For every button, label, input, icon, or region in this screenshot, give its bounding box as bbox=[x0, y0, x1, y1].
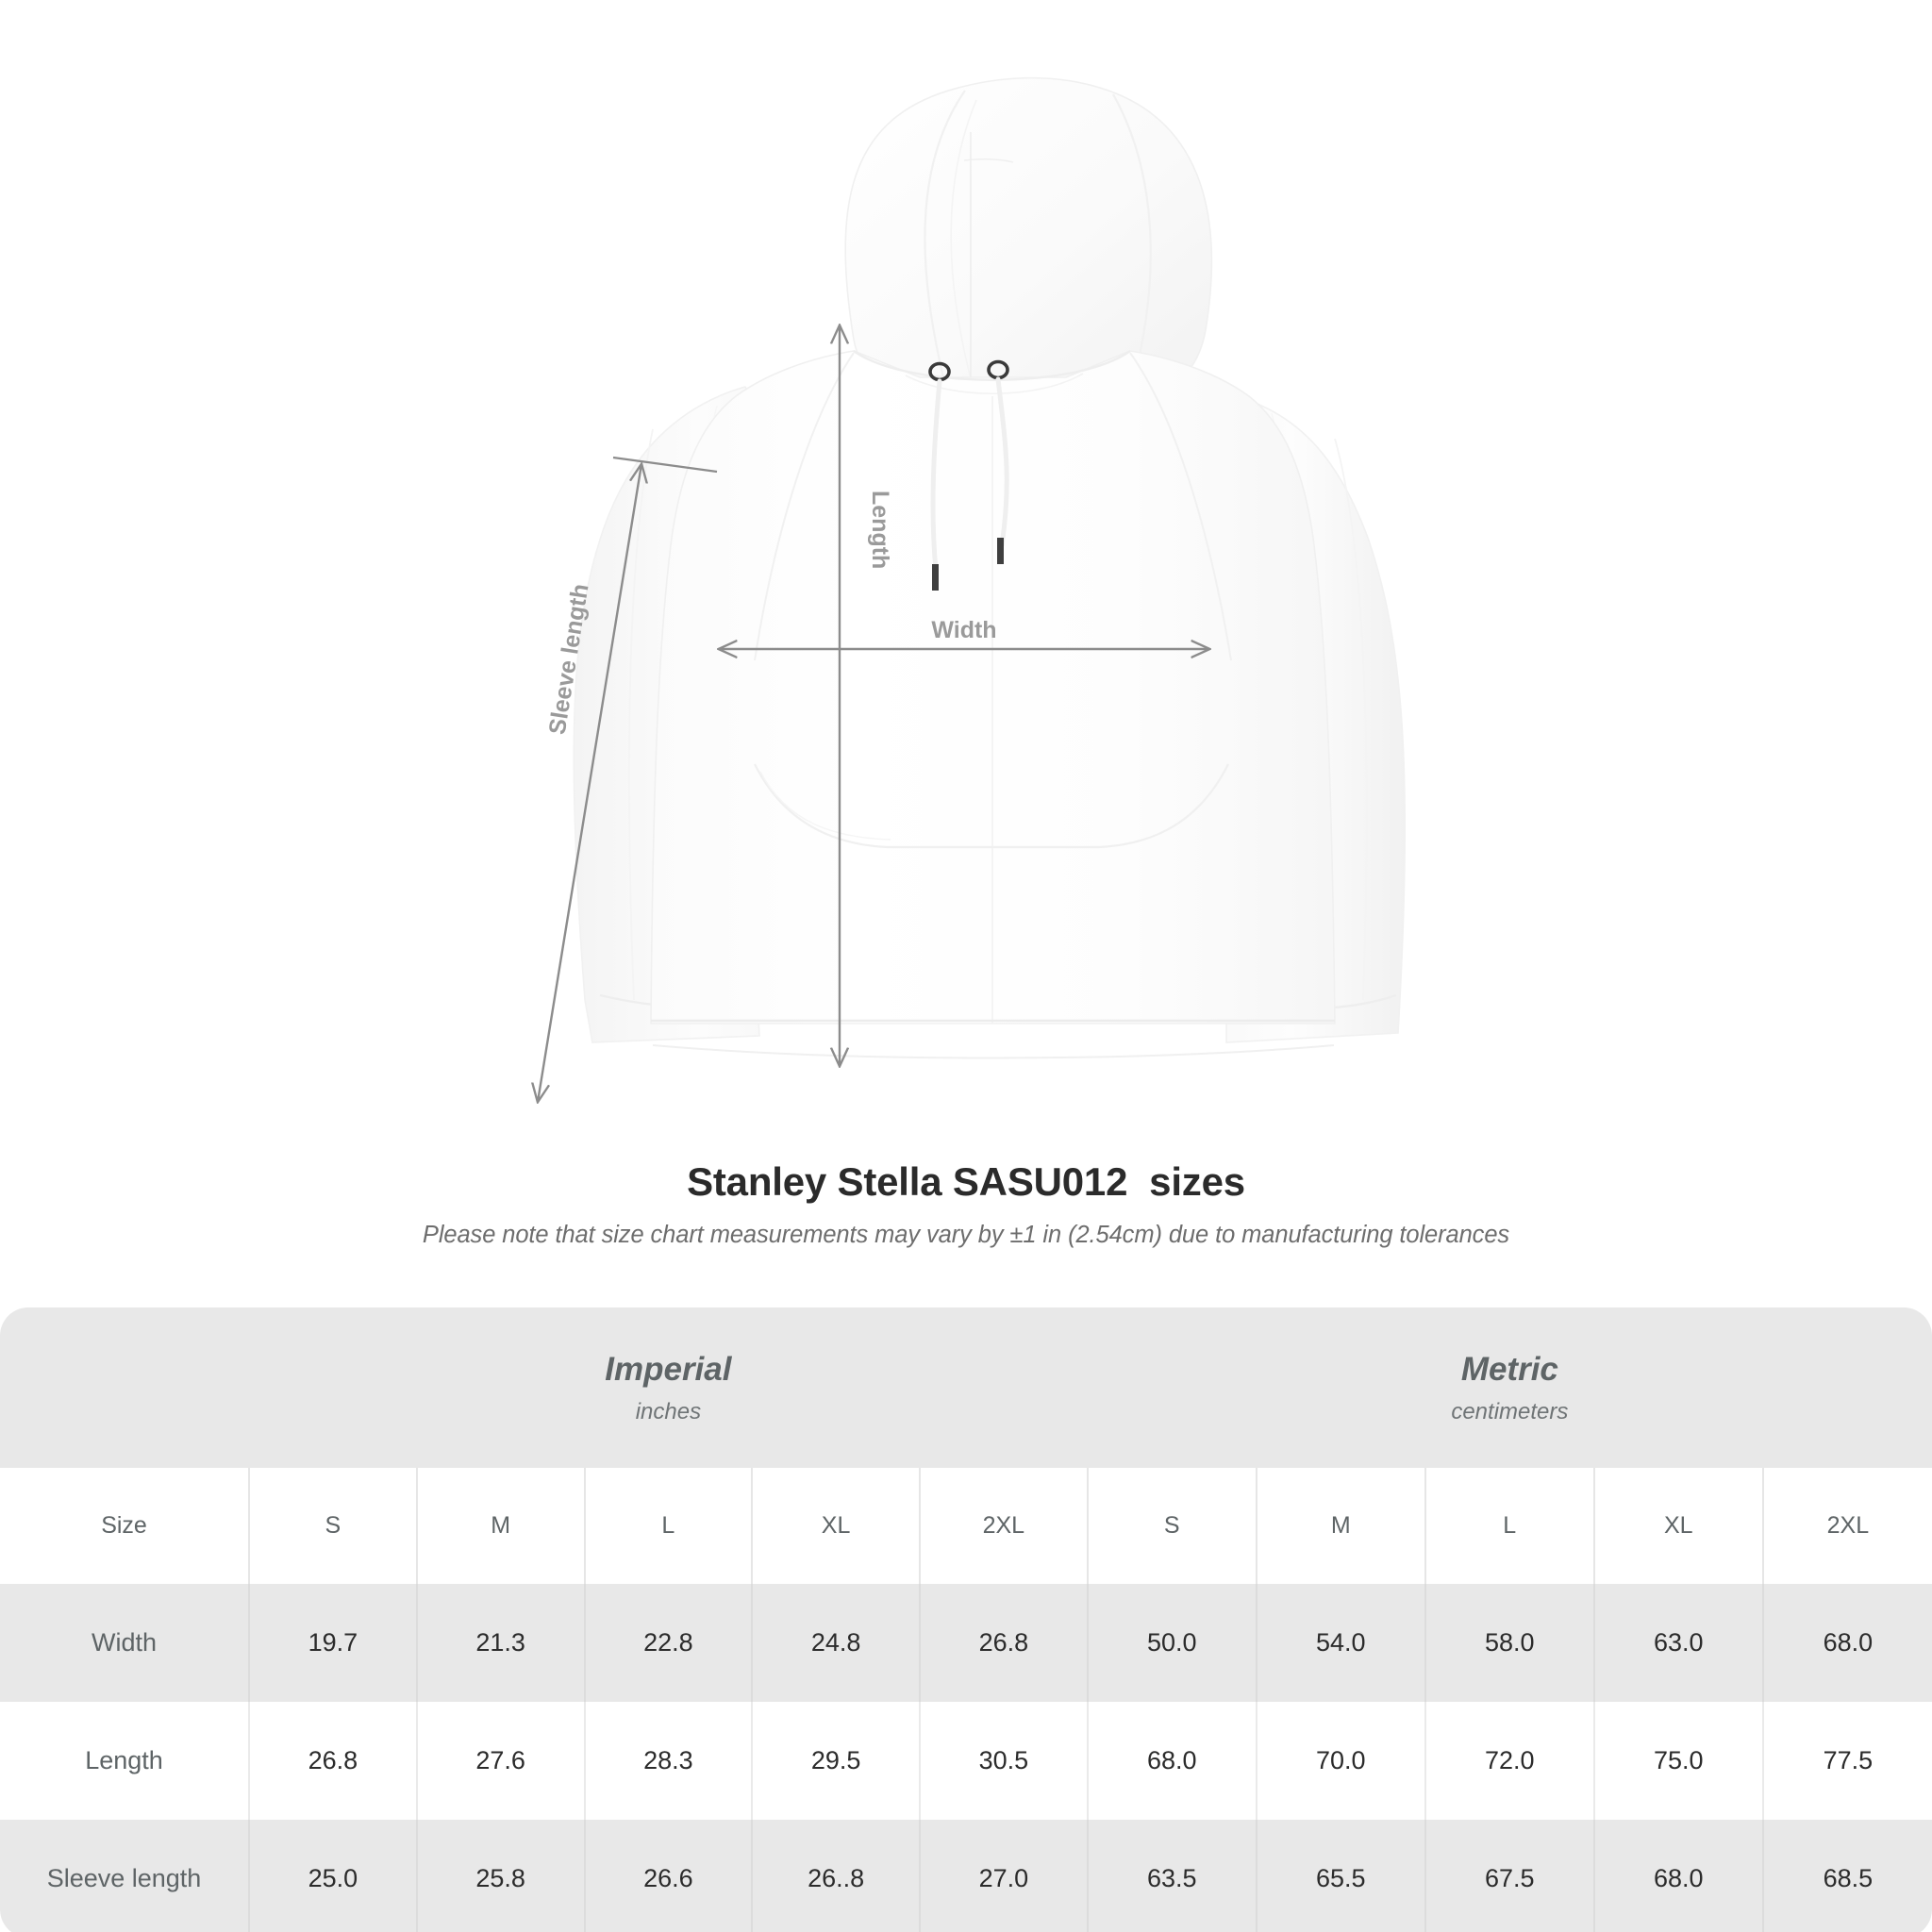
unit-banner-spacer bbox=[0, 1307, 250, 1468]
cell-sleeve-imperial-m: 25.8 bbox=[415, 1820, 585, 1932]
row-label-sleeve-length: Sleeve length bbox=[0, 1820, 250, 1932]
cell-length-metric-m: 70.0 bbox=[1255, 1702, 1425, 1820]
page-title: Stanley Stella SASU012 sizes bbox=[687, 1159, 1245, 1204]
cell-length-imperial-s: 26.8 bbox=[248, 1702, 417, 1820]
sleeve-length-measure-arrow bbox=[538, 456, 718, 1102]
cell-length-metric-s: 68.0 bbox=[1086, 1702, 1257, 1820]
size-header-metric-xl: XL bbox=[1592, 1468, 1763, 1584]
cell-width-imperial-s: 19.7 bbox=[248, 1584, 417, 1702]
cell-width-imperial-xl: 24.8 bbox=[751, 1584, 920, 1702]
cell-width-imperial-m: 21.3 bbox=[415, 1584, 585, 1702]
column-header-size: Size bbox=[0, 1468, 250, 1584]
cell-length-metric-xl: 75.0 bbox=[1592, 1702, 1763, 1820]
hoodie-body bbox=[650, 350, 1336, 1059]
hood-shape bbox=[844, 76, 1213, 398]
size-header-imperial-2xl: 2XL bbox=[918, 1468, 1088, 1584]
cell-length-imperial-m: 27.6 bbox=[415, 1702, 585, 1820]
cell-width-metric-l: 58.0 bbox=[1424, 1584, 1594, 1702]
unit-sub-metric: centimeters bbox=[1451, 1399, 1569, 1424]
cell-length-metric-2xl: 77.5 bbox=[1761, 1702, 1932, 1820]
row-label-width: Width bbox=[0, 1584, 250, 1702]
cell-sleeve-metric-s: 63.5 bbox=[1086, 1820, 1257, 1932]
size-header-metric-2xl: 2XL bbox=[1761, 1468, 1932, 1584]
cell-sleeve-imperial-2xl: 27.0 bbox=[918, 1820, 1088, 1932]
unit-banner-metric: Metric centimeters bbox=[1087, 1307, 1932, 1468]
cell-width-metric-xl: 63.0 bbox=[1592, 1584, 1763, 1702]
cell-width-metric-s: 50.0 bbox=[1086, 1584, 1257, 1702]
unit-banner-imperial: Imperial inches bbox=[249, 1307, 1088, 1468]
size-header-imperial-l: L bbox=[583, 1468, 753, 1584]
table-row: Sleeve length 25.0 25.8 26.6 26..8 27.0 … bbox=[0, 1820, 1932, 1932]
cell-sleeve-imperial-l: 26.6 bbox=[583, 1820, 753, 1932]
drawstrings bbox=[928, 359, 1009, 591]
table-row: Length 26.8 27.6 28.3 29.5 30.5 68.0 70.… bbox=[0, 1702, 1932, 1820]
row-label-length: Length bbox=[0, 1702, 250, 1820]
cell-width-metric-2xl: 68.0 bbox=[1761, 1584, 1932, 1702]
cell-width-imperial-2xl: 26.8 bbox=[918, 1584, 1088, 1702]
cell-length-imperial-2xl: 30.5 bbox=[918, 1702, 1088, 1820]
size-header-metric-s: S bbox=[1086, 1468, 1257, 1584]
size-header-imperial-s: S bbox=[248, 1468, 417, 1584]
length-label: Length bbox=[867, 491, 893, 569]
size-header-imperial-xl: XL bbox=[751, 1468, 920, 1584]
size-header-row: Size S M L XL 2XL S M L XL 2XL bbox=[0, 1468, 1932, 1584]
size-header-metric-m: M bbox=[1255, 1468, 1425, 1584]
tolerance-note: Please note that size chart measurements… bbox=[422, 1222, 1510, 1249]
cell-length-imperial-xl: 29.5 bbox=[751, 1702, 920, 1820]
cell-length-metric-l: 72.0 bbox=[1424, 1702, 1594, 1820]
size-chart-table: Imperial inches Metric centimeters Size … bbox=[0, 1307, 1932, 1932]
cell-width-imperial-l: 22.8 bbox=[583, 1584, 753, 1702]
unit-name-imperial: Imperial bbox=[605, 1351, 732, 1388]
table-row: Width 19.7 21.3 22.8 24.8 26.8 50.0 54.0… bbox=[0, 1584, 1932, 1702]
hoodie-diagram: Length Width Sleeve length bbox=[0, 76, 1407, 1146]
width-label: Width bbox=[931, 617, 996, 643]
unit-name-metric: Metric bbox=[1460, 1351, 1558, 1388]
cell-sleeve-imperial-s: 25.0 bbox=[248, 1820, 417, 1932]
cell-sleeve-metric-l: 67.5 bbox=[1424, 1820, 1594, 1932]
cell-length-imperial-l: 28.3 bbox=[583, 1702, 753, 1820]
cell-sleeve-metric-xl: 68.0 bbox=[1592, 1820, 1763, 1932]
unit-banner-row: Imperial inches Metric centimeters bbox=[0, 1307, 1932, 1468]
garment-illustration: Length Width Sleeve length bbox=[0, 76, 1407, 1146]
cell-sleeve-imperial-xl: 26..8 bbox=[751, 1820, 920, 1932]
cell-sleeve-metric-2xl: 68.5 bbox=[1761, 1820, 1932, 1932]
unit-sub-imperial: inches bbox=[635, 1399, 702, 1424]
size-header-imperial-m: M bbox=[415, 1468, 585, 1584]
size-header-metric-l: L bbox=[1424, 1468, 1594, 1584]
title-block: Stanley Stella SASU012 sizes Please note… bbox=[0, 1159, 1932, 1249]
cell-sleeve-metric-m: 65.5 bbox=[1255, 1820, 1425, 1932]
cell-width-metric-m: 54.0 bbox=[1255, 1584, 1425, 1702]
